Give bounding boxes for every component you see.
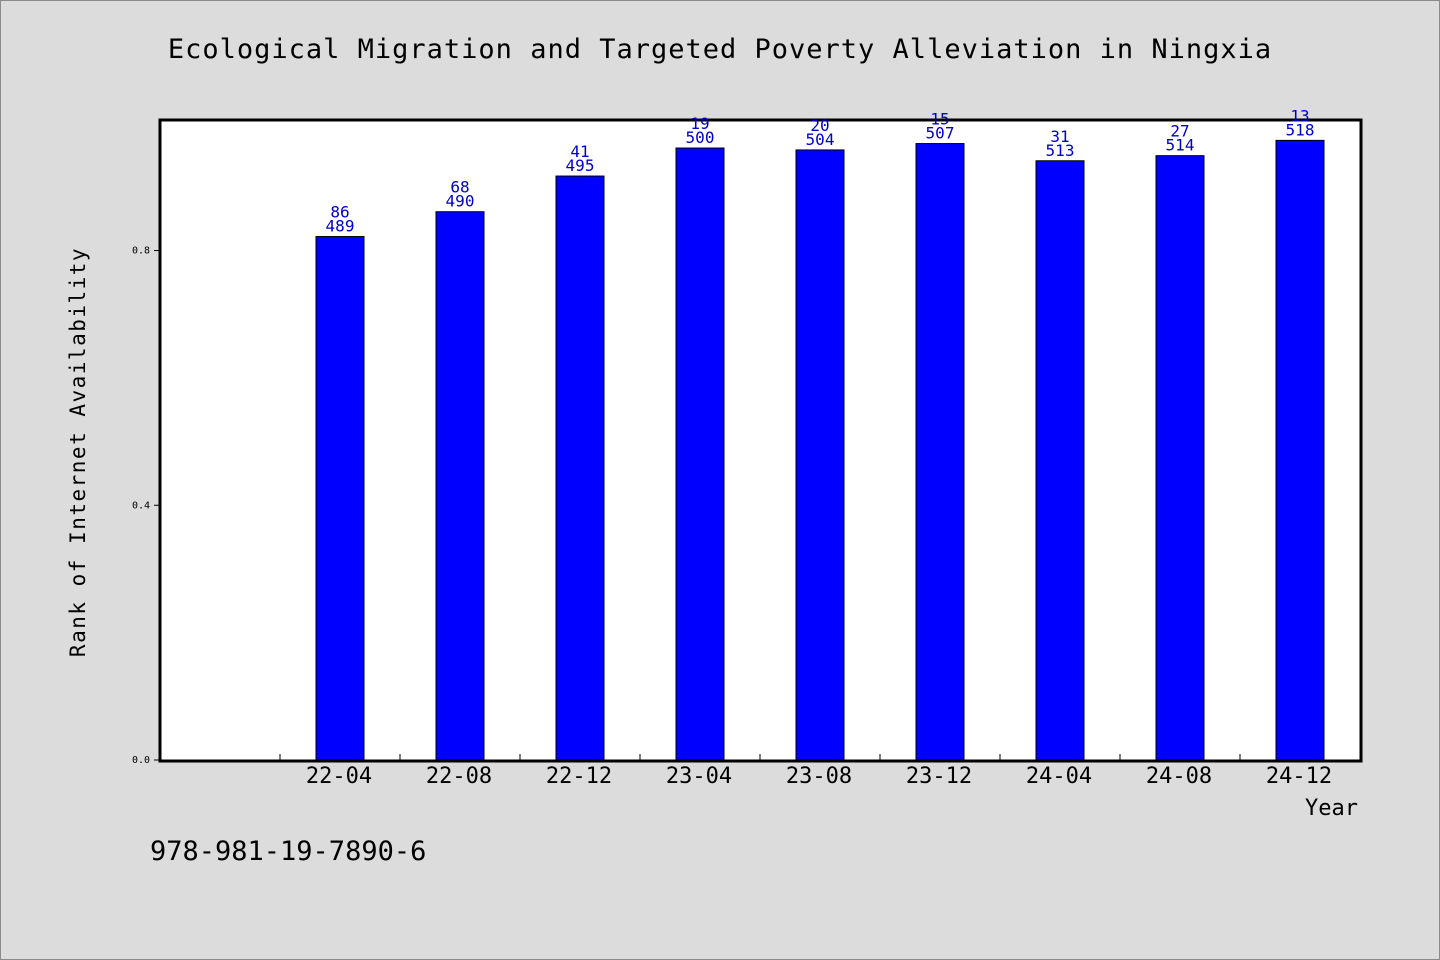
x-tick-label: 24-08 bbox=[1146, 764, 1212, 789]
x-tick-label: 23-12 bbox=[906, 764, 972, 789]
bar-value-label: 495 bbox=[566, 156, 595, 175]
y-tick-label: 0.8 bbox=[132, 246, 150, 257]
y-tick-label: 0.4 bbox=[132, 500, 150, 511]
bar bbox=[1155, 155, 1205, 761]
x-tick-label: 24-12 bbox=[1266, 764, 1332, 789]
bar bbox=[915, 143, 965, 761]
x-axis-title: Year bbox=[1305, 796, 1358, 821]
bar-rank-label: 31 bbox=[1050, 127, 1069, 146]
bar bbox=[555, 175, 605, 761]
bar bbox=[795, 149, 845, 761]
bar-value-label: 500 bbox=[686, 128, 715, 147]
bar-value-label: 489 bbox=[326, 217, 355, 236]
bar bbox=[435, 211, 485, 761]
bar-rank-label: 20 bbox=[810, 116, 829, 135]
bar-value-label: 518 bbox=[1286, 120, 1315, 139]
bar bbox=[315, 236, 365, 761]
bar bbox=[675, 147, 725, 761]
bar-rank-label: 86 bbox=[330, 203, 349, 222]
bar bbox=[1275, 139, 1325, 761]
chart-title: Ecological Migration and Targeted Povert… bbox=[167, 34, 1273, 65]
bar-rank-label: 68 bbox=[450, 178, 469, 197]
bar-value-label: 513 bbox=[1046, 141, 1075, 160]
bar-rank-label: 19 bbox=[690, 114, 709, 133]
bar-rank-label: 27 bbox=[1170, 122, 1189, 141]
y-tick-label: 0.0 bbox=[132, 755, 150, 766]
x-tick-label: 23-08 bbox=[786, 764, 852, 789]
bar-rank-label: 15 bbox=[930, 110, 949, 129]
x-tick-label: 22-12 bbox=[546, 764, 612, 789]
isbn-text: 978-981-19-7890-6 bbox=[150, 836, 427, 867]
x-tick-label: 23-04 bbox=[666, 764, 732, 789]
bar-value-label: 514 bbox=[1166, 136, 1195, 155]
x-tick-label: 24-04 bbox=[1026, 764, 1092, 789]
bar-value-label: 504 bbox=[806, 130, 835, 149]
x-tick-label: 22-04 bbox=[306, 764, 372, 789]
bar bbox=[1035, 160, 1085, 761]
x-tick-label: 22-08 bbox=[426, 764, 492, 789]
bar-value-label: 490 bbox=[446, 192, 475, 211]
bar-rank-label: 41 bbox=[570, 142, 589, 161]
bar-value-label: 507 bbox=[926, 124, 955, 143]
bar-rank-label: 13 bbox=[1290, 106, 1309, 125]
